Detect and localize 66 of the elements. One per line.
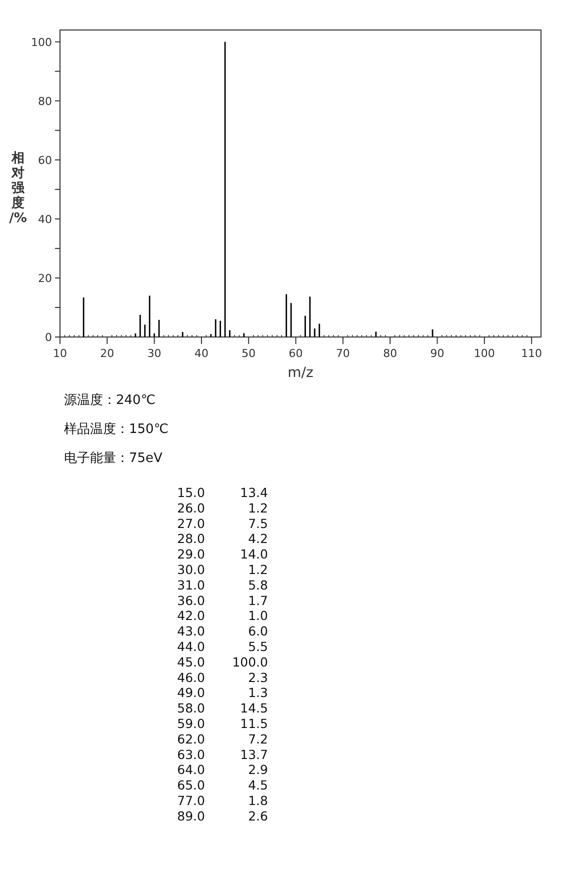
category-label: 15.0 [177,485,206,500]
text: 1.2 [248,500,268,516]
category-label: 58.0 [177,700,206,716]
text: 4.2 [248,531,268,546]
text: 6.0 [248,624,268,639]
category-label: 63.0 [177,746,206,762]
text: 源温度：240℃ [64,392,156,408]
y-tick-label: 100 [31,36,52,49]
x-tick-label: 30 [147,347,162,360]
text: 100.0 [232,654,268,670]
x-tick-label: 110 [521,347,542,360]
category-label: 29.0 [177,546,206,562]
x-tick-label: 80 [383,347,398,360]
x-tick-label: 10 [53,347,67,360]
category-label: 89.0 [177,808,206,824]
category-label: 59.0 [177,716,206,731]
category-label: 30.0 [177,562,206,577]
category-label: 42.0 [177,608,206,624]
text: 1.2 [248,562,268,577]
category-label: 64.0 [177,762,206,778]
x-tick-label: 40 [194,347,208,360]
x-tick-label: 50 [242,347,256,360]
text: 13.4 [240,485,268,500]
text: 14.5 [240,700,268,716]
text: 13.7 [240,746,268,762]
text: 电子能量：75eV [64,451,163,466]
x-tick-label: 90 [430,347,444,360]
text: 2.9 [248,762,268,778]
x-tick-label: 60 [288,347,303,360]
category-label: 36.0 [177,592,206,608]
text: 1.3 [248,685,268,700]
text: 1.7 [248,592,268,608]
category-label: 49.0 [177,685,206,700]
text: 2.3 [248,670,268,685]
text: 1.0 [248,608,268,624]
text: 4.5 [248,778,268,793]
y-tick-label: 60 [38,154,52,167]
y-tick-label: 20 [38,272,52,285]
text: 1.8 [248,793,268,808]
y-axis-title: 相对强度/% [9,151,27,226]
category-label: 46.0 [177,670,206,685]
x-axis-title: m/z [288,365,314,381]
x-tick-label: 20 [100,347,114,360]
category-label: 62.0 [177,731,206,746]
category-label: 27.0 [177,516,206,531]
category-label: 26.0 [177,500,206,516]
text: 7.5 [248,516,268,531]
y-tick-label: 0 [45,331,52,344]
text: 样品温度：150℃ [64,421,168,437]
text: 14.0 [240,546,268,562]
text: 11.5 [240,716,268,731]
category-label: 31.0 [177,577,206,592]
category-label: 77.0 [177,793,206,808]
text: 2.6 [248,808,268,824]
category-label: 44.0 [177,639,206,654]
text: 7.2 [248,731,268,746]
category-label: 65.0 [177,778,206,793]
category-label: 28.0 [177,531,206,546]
category-label: 45.0 [177,654,206,670]
y-tick-label: 80 [38,94,52,108]
text: 5.5 [248,639,268,654]
category-label: 43.0 [177,624,206,639]
x-tick-label: 70 [336,347,350,360]
text: 5.8 [248,577,268,592]
x-tick-label: 100 [474,347,495,360]
y-tick-label: 40 [38,212,52,226]
